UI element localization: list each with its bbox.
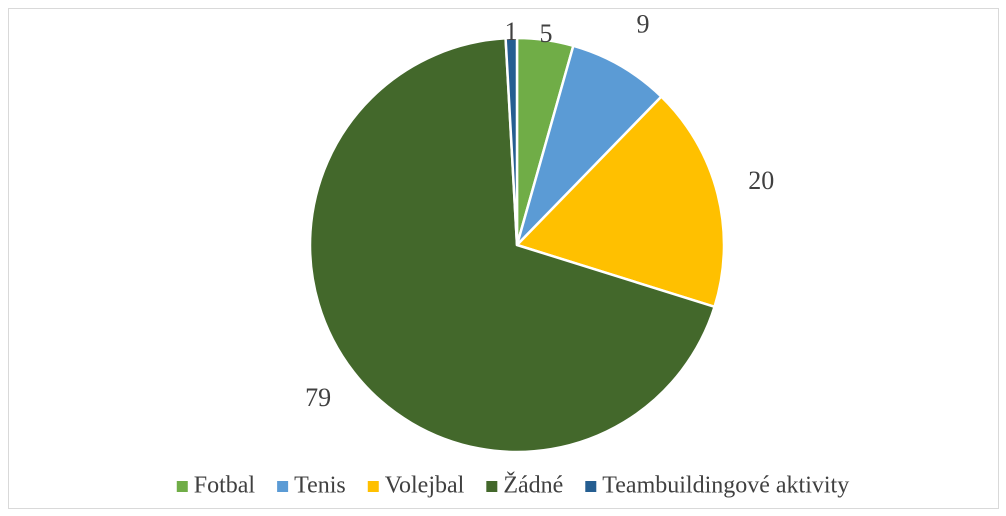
legend-swatch [176,481,188,492]
pie-slice [514,94,726,309]
legend-label: Tenis [294,473,346,499]
legend-label: Fotbal [194,473,256,499]
legend-swatch [486,481,498,492]
data-label: 79 [305,383,331,412]
data-label: 9 [637,10,650,39]
data-label: 5 [539,19,552,48]
legend-label: Volejbal [385,473,465,499]
legend-swatch [367,481,379,492]
pie-slice [515,44,664,246]
legend-label: Žádné [503,473,563,499]
legend-swatch [585,481,597,492]
pie-slice [308,36,717,454]
legend-label: Teambuildingové aktivity [602,473,849,499]
pie-slice [504,36,519,246]
data-label: 20 [748,166,774,195]
data-label: 1 [505,17,518,46]
legend-swatch [277,481,289,492]
